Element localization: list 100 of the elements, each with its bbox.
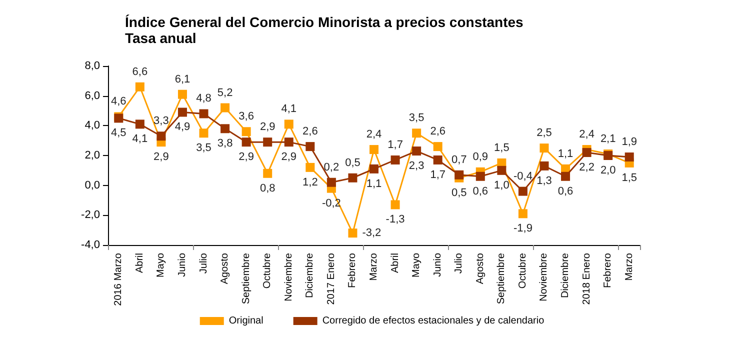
point — [497, 166, 506, 175]
x-tick-label: 2016 Marzo — [113, 252, 124, 306]
point — [433, 142, 442, 152]
y-tick-label: 4,0 — [84, 120, 100, 132]
y-tick-label: 2,0 — [84, 150, 100, 162]
data-label: 4,8 — [196, 92, 212, 105]
data-label: 1,9 — [622, 136, 638, 148]
point — [370, 164, 378, 174]
x-tick-label: Agosto — [474, 252, 486, 284]
point — [476, 172, 485, 181]
x-tick-label: Julio — [198, 252, 210, 274]
data-label: 4,9 — [174, 121, 190, 134]
x-tick-label: Mayo — [156, 252, 167, 278]
data-label: 2,6 — [430, 126, 446, 138]
x-tick-label: Agosto — [220, 252, 231, 284]
data-label: 5,2 — [217, 86, 233, 99]
x-tick-label: 2018 Enero — [581, 252, 592, 305]
data-label: 6,6 — [132, 66, 148, 78]
point — [242, 127, 251, 136]
point — [263, 138, 272, 147]
data-label: 1,1 — [558, 148, 574, 160]
data-label: 2,9 — [154, 151, 169, 164]
point — [390, 200, 400, 210]
x-tick-label: Febrero — [347, 252, 358, 288]
legend-label: Original — [228, 316, 264, 326]
point — [582, 148, 592, 158]
x-tick-label: Septiembre — [240, 252, 252, 304]
point — [178, 90, 187, 99]
y-tick-label: -2,0 — [81, 209, 100, 222]
data-label: 3,5 — [196, 142, 212, 154]
point — [518, 209, 528, 218]
point — [135, 82, 144, 92]
data-label: 0,6 — [472, 185, 488, 198]
x-tick-label: Marzo — [624, 252, 635, 281]
x-tick-label: 2017 Enero — [326, 252, 337, 305]
data-label: 1,5 — [622, 172, 638, 184]
point — [199, 109, 208, 118]
x-tick-label: Octubre — [262, 252, 274, 289]
point — [561, 172, 570, 181]
data-label: 0,5 — [451, 186, 467, 199]
data-label: 2,6 — [302, 126, 318, 138]
point — [348, 228, 358, 238]
data-label: 3,5 — [408, 112, 424, 124]
x-tick-label: Diciembre — [304, 252, 316, 298]
point — [178, 108, 187, 117]
data-label: 2,1 — [600, 133, 616, 146]
data-label: -1,3 — [386, 214, 405, 226]
y-tick-label: 8,0 — [84, 60, 100, 72]
data-label: 2,0 — [600, 164, 616, 176]
data-label: 3,8 — [217, 138, 233, 150]
legend-label: Corregido de efectos estacionales y de calendario — [322, 316, 545, 326]
point — [624, 152, 634, 162]
x-tick-label: Abril — [390, 253, 401, 274]
x-tick-label: Abril — [134, 253, 146, 274]
data-label: 1,1 — [366, 178, 382, 190]
x-tick-label: Diciembre — [560, 252, 572, 298]
data-label: 1,3 — [536, 174, 552, 187]
point — [306, 142, 315, 152]
x-tick-label: Marzo — [368, 252, 380, 281]
point — [242, 138, 251, 147]
data-label: 4,6 — [110, 96, 126, 108]
x-tick-label: Febrero — [602, 252, 614, 288]
x-tick-label: Junio — [432, 252, 444, 277]
point — [390, 155, 400, 164]
data-label: 2,2 — [579, 162, 594, 174]
x-tick-label: Junio — [176, 252, 188, 277]
y-tick-label: 0,0 — [84, 179, 100, 192]
data-label: 3,6 — [238, 110, 254, 123]
point — [454, 170, 464, 180]
point — [540, 144, 549, 153]
chart-title: Índice General del Comercio Minorista a precios constantes — [125, 14, 524, 30]
data-label: 0,7 — [451, 154, 467, 166]
point — [135, 120, 144, 129]
point — [518, 186, 528, 196]
point — [284, 138, 294, 147]
x-tick-label: Octubre — [517, 252, 528, 289]
data-label: 6,1 — [174, 73, 190, 86]
data-label: 3,3 — [154, 115, 169, 128]
data-label: 2,4 — [366, 128, 382, 141]
data-label: 0,5 — [345, 156, 360, 169]
y-tick-label: -4,0 — [81, 239, 100, 251]
data-label: 2,9 — [238, 151, 254, 164]
data-label: -1,9 — [513, 222, 532, 235]
data-label: 4,1 — [281, 103, 297, 116]
point — [540, 161, 549, 170]
x-tick-label: Septiembre — [496, 252, 508, 304]
point — [284, 120, 294, 129]
point — [348, 173, 358, 182]
data-label: 2,3 — [408, 160, 424, 172]
data-label: 1,0 — [494, 179, 510, 192]
point — [199, 128, 208, 138]
data-label: 1,2 — [302, 176, 318, 188]
x-tick-label: Noviembre — [538, 252, 550, 302]
data-label: 0,9 — [472, 150, 488, 163]
data-label: 2,4 — [579, 128, 594, 141]
point — [156, 132, 166, 141]
data-label: 1,7 — [388, 138, 403, 151]
data-label: 0,2 — [324, 161, 340, 174]
point — [412, 146, 422, 156]
point — [433, 155, 442, 164]
